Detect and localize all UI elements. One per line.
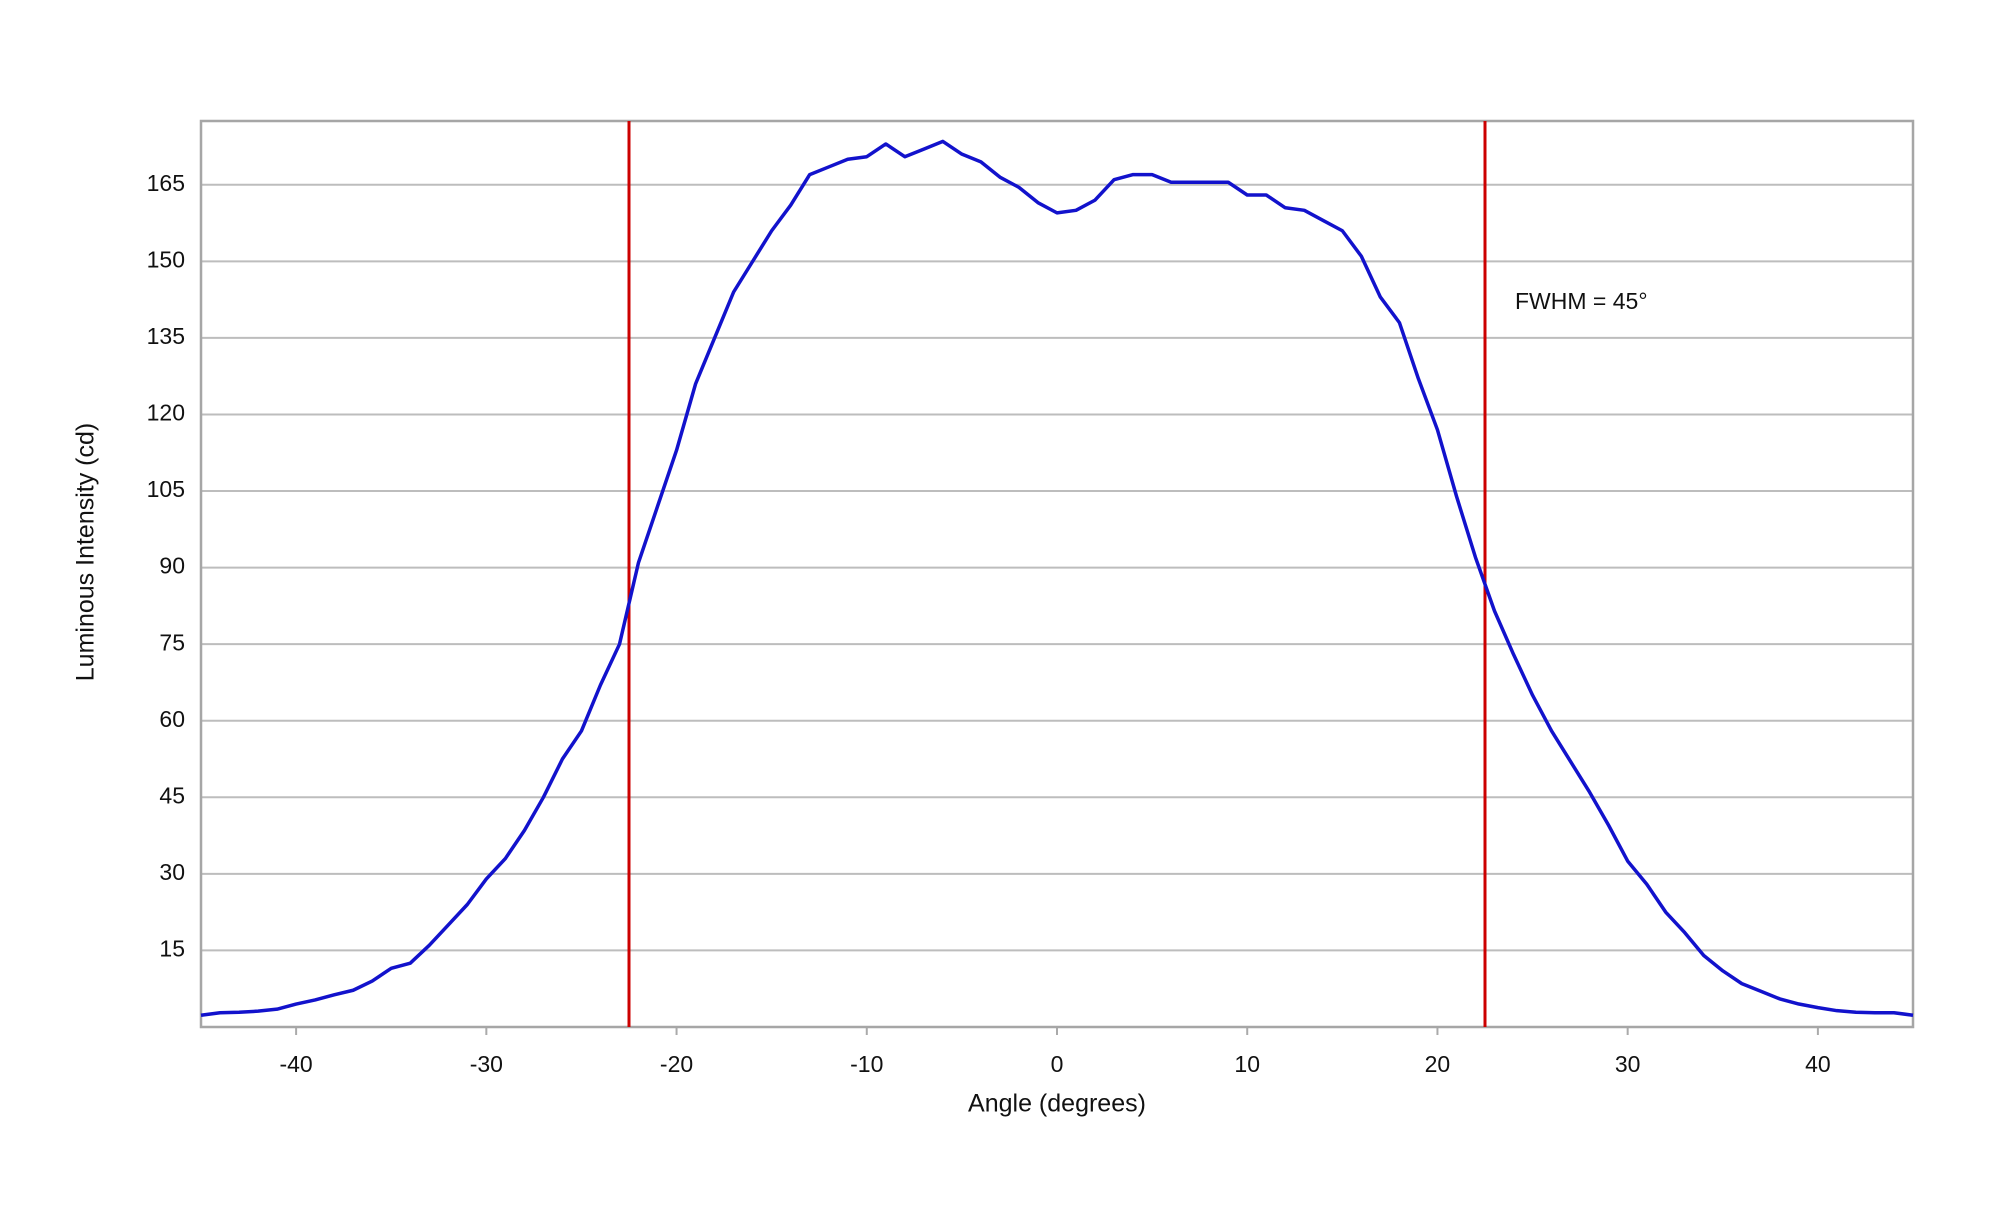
y-tick-label: 90 bbox=[159, 553, 185, 579]
y-tick-label: 150 bbox=[147, 246, 185, 272]
x-tick-label: -30 bbox=[470, 1051, 503, 1077]
x-tick-label: -20 bbox=[660, 1051, 693, 1077]
y-tick-label: 165 bbox=[147, 170, 185, 196]
data-line bbox=[200, 139, 1914, 1017]
y-tick-label: 135 bbox=[147, 323, 185, 349]
y-tick-label: 45 bbox=[159, 782, 185, 808]
x-tick-label: 0 bbox=[1051, 1051, 1064, 1077]
x-tick-label: 30 bbox=[1615, 1051, 1641, 1077]
y-tick-label: 15 bbox=[159, 936, 185, 962]
x-axis-title: Angle (degrees) bbox=[968, 1090, 1146, 1118]
y-tick-label: 60 bbox=[159, 706, 185, 732]
plot-frame bbox=[199, 119, 1915, 1029]
x-tick-label: 20 bbox=[1425, 1051, 1451, 1077]
y-tick-label: 30 bbox=[159, 859, 185, 885]
y-axis-title: Luminous Intensity (cd) bbox=[72, 423, 100, 681]
x-tick-label: -10 bbox=[850, 1051, 883, 1077]
x-tick-label: 40 bbox=[1805, 1051, 1831, 1077]
x-tick-label: 10 bbox=[1234, 1051, 1260, 1077]
x-tick-label: -40 bbox=[279, 1051, 312, 1077]
y-tick-label: 75 bbox=[159, 629, 185, 655]
y-tick-label: 120 bbox=[147, 400, 185, 426]
annotation: FWHM = 45° bbox=[1515, 288, 1648, 314]
y-tick-label: 105 bbox=[147, 476, 185, 502]
